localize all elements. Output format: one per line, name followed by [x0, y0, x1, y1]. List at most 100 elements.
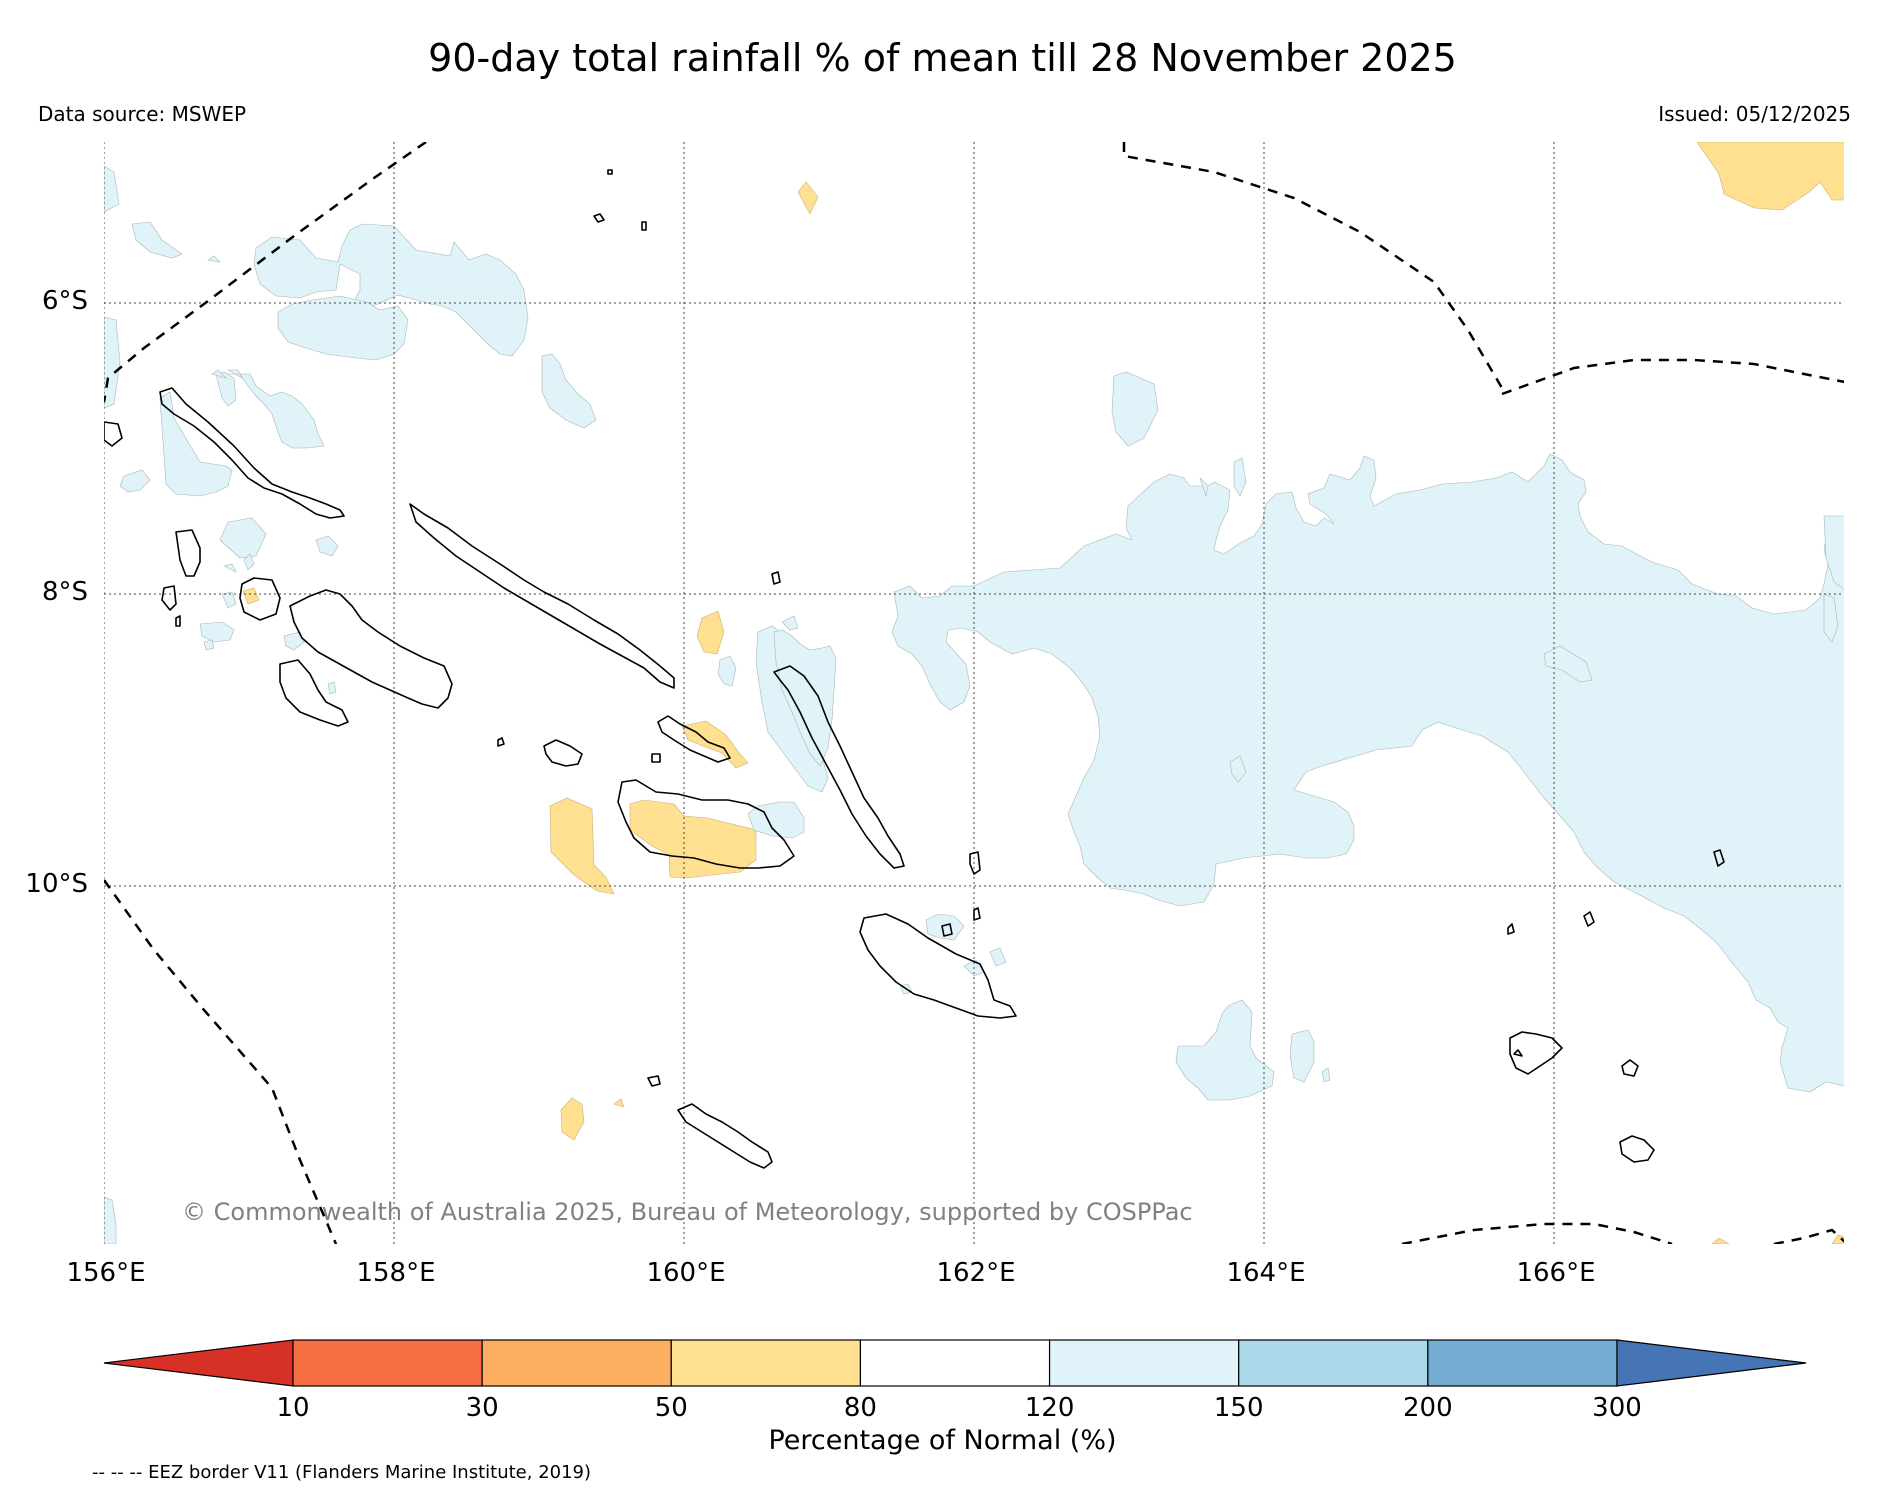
colorbar-bin: [1048, 1339, 1240, 1387]
colorbar-tick-label: 30: [465, 1393, 499, 1423]
above-normal-area: [989, 947, 1007, 967]
above-normal-area: [199, 621, 235, 643]
island-rendova: [279, 659, 349, 727]
above-normal-area: [119, 469, 151, 493]
above-normal-area: [211, 369, 228, 379]
issued-date-label: Issued: 05/12/2025: [1658, 102, 1851, 126]
above-normal-area: [1233, 457, 1247, 497]
below-normal-area: [696, 610, 725, 655]
above-normal-area: [253, 223, 529, 357]
island-russell: [543, 739, 583, 767]
eez-border-line: [104, 142, 427, 403]
below-normal-area: [797, 181, 819, 215]
island-florida: [657, 715, 731, 763]
above-normal-area: [1175, 999, 1275, 1101]
above-normal-area: [283, 631, 305, 651]
above-normal-area: [1289, 1029, 1315, 1083]
copyright-notice: © Commonwealth of Australia 2025, Bureau…: [182, 1198, 1193, 1226]
longitude-label: 166°E: [1516, 1258, 1596, 1288]
island-dot-n2: [593, 213, 605, 223]
island-reef: [1509, 1031, 1563, 1075]
island-shortland: [104, 421, 123, 447]
island-dot-n3: [641, 221, 647, 231]
above-normal-area: [717, 655, 737, 687]
above-normal-area: [223, 563, 237, 573]
graticule: [104, 142, 1844, 1244]
above-normal-area: [104, 316, 121, 409]
colorbar-tick-label: 80: [843, 1393, 877, 1423]
above-normal-area: [219, 517, 267, 559]
colorbar-tick-label: 300: [1592, 1393, 1642, 1423]
eez-border-line: [1401, 1222, 1673, 1244]
above-normal-area: [925, 913, 965, 941]
above-normal-area: [131, 221, 183, 259]
colorbar-bin: [1427, 1339, 1618, 1387]
colorbar-extend-high: [1616, 1339, 1807, 1387]
eez-border-line: [1773, 1228, 1844, 1244]
below-normal-areas: [242, 142, 1844, 1244]
island-makira: [859, 913, 1017, 1019]
above-normal-area: [226, 373, 325, 449]
latitude-label: 8°S: [41, 577, 88, 607]
colorbar-bin: [1238, 1339, 1429, 1387]
island-mono: [161, 585, 177, 611]
colorbar-bins: [103, 1339, 1807, 1387]
longitude-label: 158°E: [356, 1258, 436, 1288]
above-normal-area: [104, 165, 120, 213]
eez-border-line: [104, 879, 338, 1244]
island-duff: [1513, 1049, 1523, 1057]
above-normal-area: [277, 295, 409, 361]
colorbar-label: Percentage of Normal (%): [768, 1425, 1117, 1456]
data-source-label: Data source: MSWEP: [38, 102, 247, 126]
above-normal-area: [207, 255, 221, 263]
above-normal-area: [541, 353, 597, 429]
below-normal-area: [560, 1097, 585, 1141]
above-normal-area: [215, 371, 237, 407]
above-normal-area: [315, 535, 339, 557]
below-normal-area: [613, 1098, 625, 1108]
above-normal-area: [1823, 515, 1844, 590]
island-dot-w: [497, 737, 505, 747]
above-normal-area: [1823, 593, 1839, 643]
island-utupua: [1621, 1059, 1639, 1077]
island-small-malaita: [969, 851, 981, 875]
map-canvas: [104, 142, 1844, 1244]
eez-border-line: [1122, 142, 1504, 389]
island-guadalcanal: [617, 779, 795, 869]
above-normal-area: [243, 553, 255, 571]
island-savo: [651, 753, 661, 763]
latitude-label: 6°S: [41, 286, 88, 316]
colorbar-bin: [670, 1339, 862, 1387]
island-small-e3: [1713, 849, 1725, 867]
eez-border-line: [1501, 358, 1844, 396]
below-normal-area: [242, 587, 260, 605]
colorbar-tick-label: 10: [276, 1393, 310, 1423]
above-normal-area: [773, 629, 837, 767]
colorbar-tick-label: 200: [1403, 1393, 1453, 1423]
island-dot-m: [771, 571, 781, 585]
latitude-label: 10°S: [25, 869, 88, 899]
above-normal-area: [781, 615, 799, 631]
island-santa-cruz: [1619, 1135, 1655, 1163]
island-new-georgia: [289, 589, 453, 709]
above-normal-area: [104, 1196, 117, 1244]
island-choiseul: [159, 387, 345, 519]
island-bellona: [647, 1075, 661, 1087]
island-santa-isabel: [409, 503, 675, 689]
below-normal-area: [1831, 1234, 1844, 1244]
below-normal-area: [1711, 1237, 1730, 1244]
island-dot-n: [607, 169, 613, 175]
island-malaita: [773, 665, 905, 869]
longitude-label: 160°E: [646, 1258, 726, 1288]
eez-legend-note: -- -- -- EEZ border V11 (Flanders Marine…: [92, 1462, 592, 1483]
above-normal-area: [1229, 755, 1247, 783]
above-normal-area: [1321, 1067, 1331, 1083]
above-normal-area: [159, 391, 233, 497]
above-normal-area: [221, 591, 237, 609]
below-normal-area: [1696, 142, 1844, 211]
longitude-label: 164°E: [1226, 1258, 1306, 1288]
island-small-w: [175, 615, 181, 627]
coastlines: [104, 169, 1725, 1169]
island-dot-c: [973, 907, 981, 921]
colorbar-tick-label: 150: [1213, 1393, 1264, 1423]
